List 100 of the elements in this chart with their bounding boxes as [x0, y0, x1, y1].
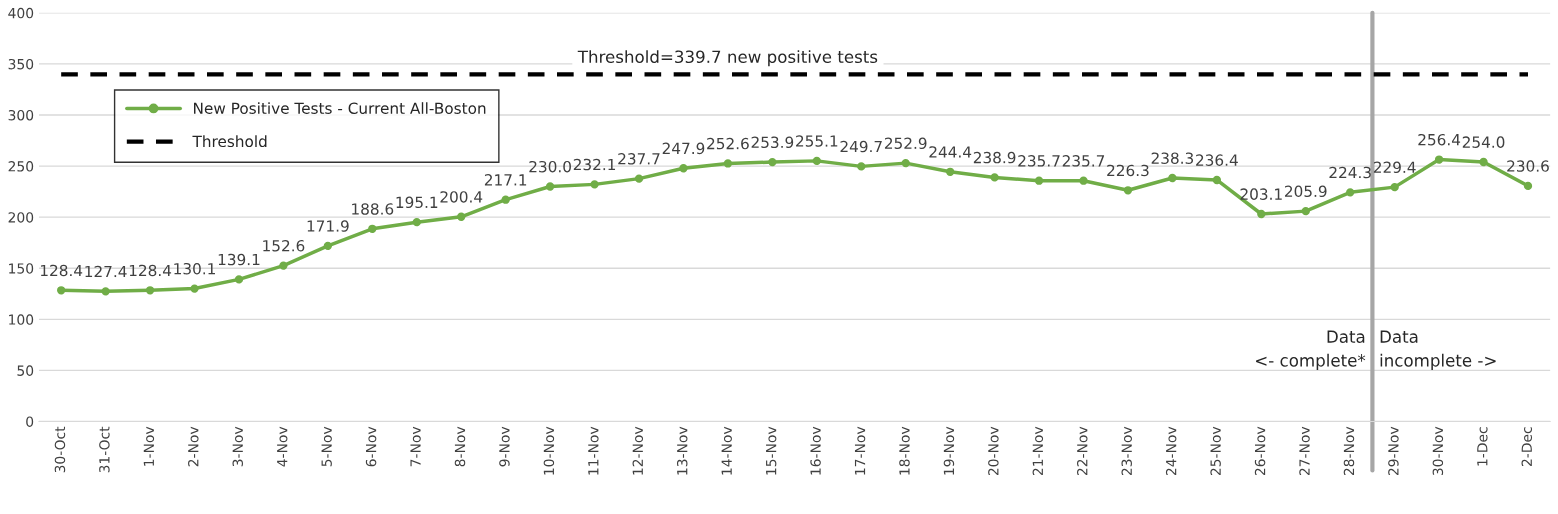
data-label: 127.4	[85, 265, 127, 278]
x-tick-label: 15-Nov	[766, 426, 777, 475]
data-label: 252.6	[707, 137, 749, 150]
data-label: 247.9	[662, 142, 705, 155]
data-label: 200.4	[440, 191, 483, 203]
x-tick-label: 17-Nov	[854, 426, 866, 475]
y-tick-label: 400	[8, 7, 34, 19]
data-label: 139.1	[218, 253, 260, 266]
x-tick-label: 10-Nov	[543, 426, 555, 475]
point	[545, 182, 555, 191]
point	[1168, 173, 1177, 183]
point	[812, 156, 821, 166]
y-tick-label: 200	[8, 212, 34, 223]
point	[590, 180, 599, 189]
point	[457, 212, 466, 221]
point	[57, 286, 66, 295]
data-label: 203.1	[1240, 188, 1282, 200]
x-tick-label: 20-Nov	[988, 426, 999, 476]
x-tick-label: 4-Nov	[277, 426, 288, 467]
data-label: 254.0	[1462, 136, 1505, 148]
y-tick-label: 300	[8, 109, 34, 121]
data-label: 244.4	[929, 146, 972, 158]
y-tick-label: 150	[9, 263, 34, 274]
annotation: Data <- complete*	[1256, 330, 1366, 370]
x-tick-label: 1-Nov	[143, 426, 155, 466]
x-tick-label: 16-Nov	[810, 426, 821, 475]
point	[1301, 206, 1310, 216]
data-label: 256.4	[1418, 133, 1461, 146]
x-tick-label: 6-Nov	[365, 426, 377, 467]
x-tick-label: 18-Nov	[899, 426, 910, 475]
x-tick-label: 23-Nov	[1121, 426, 1132, 476]
x-tick-label: 12-Nov	[632, 426, 644, 475]
point	[234, 275, 244, 284]
data-label: 238.9	[973, 151, 1016, 164]
point	[1079, 176, 1088, 185]
data-label: 249.7	[840, 140, 882, 153]
y-tick-label: 50	[17, 365, 34, 376]
data-label: 226.3	[1107, 164, 1149, 177]
point	[368, 224, 377, 233]
point	[279, 261, 288, 270]
x-tick-label: 8-Nov	[454, 426, 466, 467]
point	[1479, 157, 1488, 167]
point	[412, 218, 421, 227]
y-tick-label: 250	[8, 161, 34, 172]
annotation: Data incomplete ->	[1380, 330, 1496, 370]
data-label: 205.9	[1284, 185, 1327, 198]
point	[1346, 188, 1355, 197]
x-tick-label: 7-Nov	[410, 426, 421, 467]
x-tick-label: 2-Dec	[1521, 427, 1533, 467]
point	[323, 241, 333, 251]
legend-label: New Positive Tests - Current All-Boston	[194, 102, 486, 114]
y-tick-label: 100	[9, 314, 34, 325]
x-tick-label: 14-Nov	[721, 426, 732, 475]
point	[1123, 186, 1133, 195]
x-tick-label: 30-Oct	[54, 426, 66, 473]
x-tick-label: 24-Nov	[1165, 426, 1177, 476]
data-label: 255.1	[796, 135, 838, 147]
point	[901, 158, 910, 168]
data-label: 235.7	[1062, 155, 1105, 167]
point	[768, 157, 777, 167]
data-label: 230.6	[1507, 160, 1549, 172]
x-tick-label: 9-Nov	[499, 426, 510, 467]
data-label: 152.6	[263, 239, 305, 252]
point	[145, 286, 155, 295]
y-tick-label: 350	[8, 58, 34, 70]
x-tick-label: 19-Nov	[943, 426, 955, 475]
x-tick-label: 1-Dec	[1477, 427, 1488, 466]
x-tick-label: 13-Nov	[676, 426, 688, 475]
legend-label: Threshold	[192, 135, 267, 148]
data-label: 130.1	[174, 262, 215, 275]
x-tick-label: 5-Nov	[321, 426, 332, 467]
point	[679, 164, 688, 173]
data-label: 128.4	[129, 264, 172, 277]
x-tick-label: 3-Nov	[232, 426, 243, 467]
annotation: Threshold=339.7 new positive tests	[577, 50, 878, 67]
point	[101, 287, 110, 296]
point	[1390, 182, 1399, 192]
data-label: 171.9	[307, 220, 349, 232]
point	[1434, 155, 1444, 164]
point	[1257, 209, 1266, 219]
point	[1212, 175, 1222, 185]
data-label: 128.4	[40, 264, 83, 277]
point	[634, 174, 644, 183]
y-tick-label: 0	[26, 416, 34, 427]
x-tick-label: 11-Nov	[588, 426, 599, 475]
point	[1523, 181, 1533, 191]
x-tick-label: 26-Nov	[1254, 426, 1266, 476]
data-label: 238.3	[1151, 152, 1194, 164]
point	[501, 195, 510, 204]
point	[190, 284, 199, 293]
data-label: 195.1	[396, 196, 438, 209]
x-tick-label: 2-Nov	[188, 426, 199, 467]
x-tick-label: 29-Nov	[1388, 426, 1399, 476]
data-label: 237.7	[618, 153, 660, 165]
data-label: 232.1	[573, 158, 616, 171]
data-label: 188.6	[352, 203, 394, 215]
x-tick-label: 28-Nov	[1343, 426, 1355, 476]
x-tick-label: 31-Oct	[99, 426, 110, 473]
point	[945, 167, 955, 176]
data-label: 236.4	[1196, 154, 1238, 166]
